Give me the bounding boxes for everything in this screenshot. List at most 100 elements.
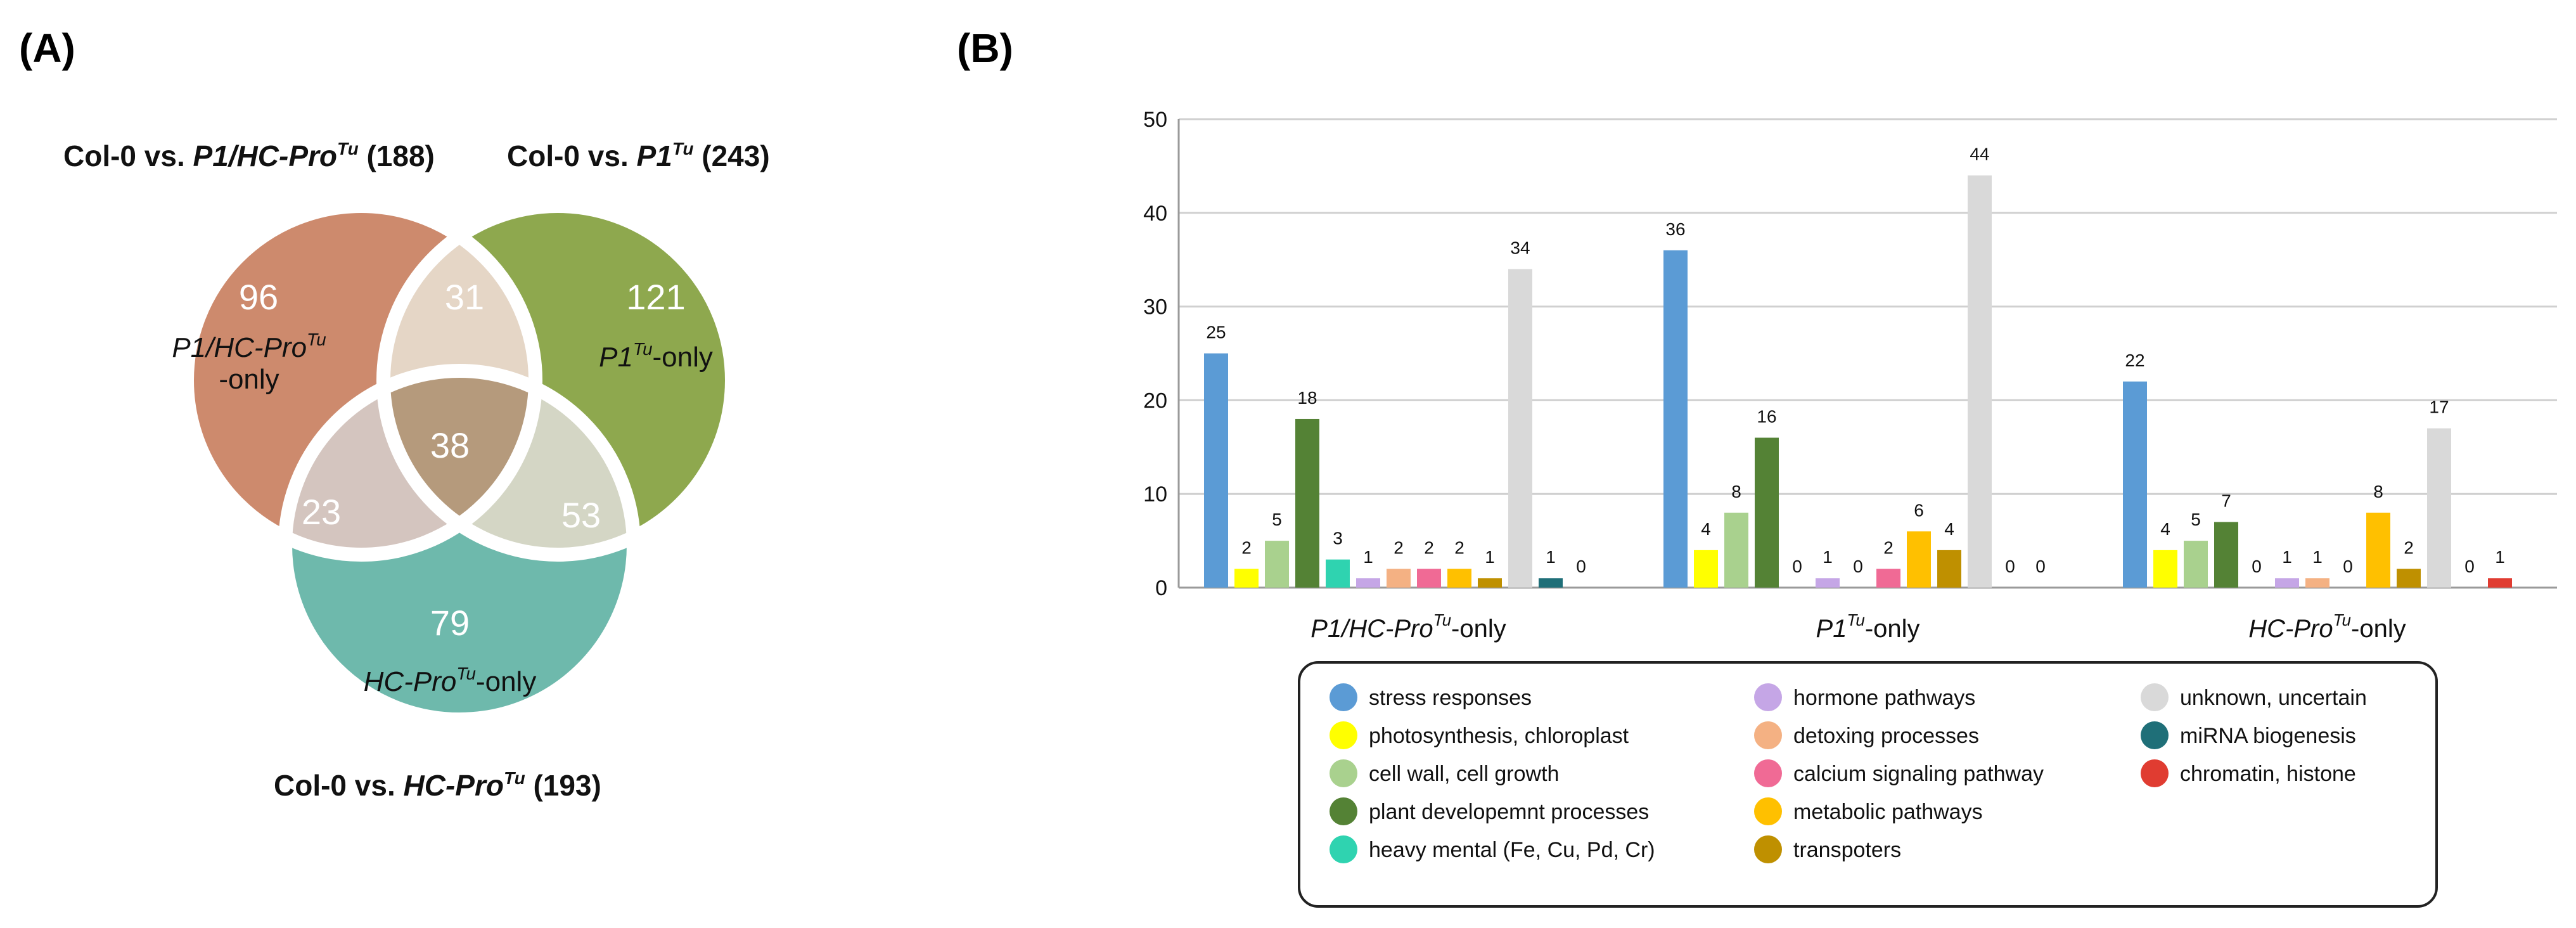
bar-data-label: 1: [2282, 547, 2292, 567]
legend-label: unknown, uncertain: [2180, 686, 2367, 710]
bar: [2123, 381, 2147, 588]
venn-label-a-only: P1/HC-ProTu: [172, 330, 326, 363]
bar: [1387, 569, 1411, 588]
bar-data-label: 44: [1970, 145, 1989, 164]
venn-set-a-title: Col-0 vs. P1/HC-ProTu (188): [63, 139, 435, 172]
venn-set-b-title: Col-0 vs. P1Tu (243): [507, 139, 770, 172]
bar-data-label: 2: [1241, 538, 1252, 557]
venn-label-c-only: HC-ProTu-only: [364, 664, 537, 697]
y-tick-label: 40: [1143, 202, 1167, 226]
bar: [2397, 569, 2421, 588]
venn-outline-b: [376, 199, 739, 562]
legend-label: chromatin, histone: [2180, 762, 2356, 786]
y-tick-label: 10: [1143, 482, 1167, 506]
legend-swatch: [1754, 683, 1782, 711]
legend-label: transpoters: [1793, 838, 1901, 862]
y-tick-label: 50: [1143, 108, 1167, 132]
bar: [1478, 578, 1502, 588]
bar: [2184, 541, 2208, 588]
bar-data-label: 2: [1424, 538, 1434, 557]
bar: [1724, 512, 1748, 588]
bar: [1816, 578, 1840, 588]
bar: [1694, 550, 1718, 588]
bar-data-label: 0: [1853, 557, 1863, 576]
y-axis-ticks: 0 10 20 30 40 50: [1143, 108, 1167, 600]
legend-swatch: [1754, 835, 1782, 863]
bar-data-label: 8: [1731, 482, 1741, 501]
y-tick-label: 0: [1155, 576, 1167, 600]
bar: [2153, 550, 2177, 588]
legend-label: heavy mental (Fe, Cu, Pd, Cr): [1369, 838, 1655, 862]
bar-data-label: 5: [1272, 510, 1282, 529]
venn-count-a-only: 96: [239, 277, 278, 317]
bar-data-label: 2: [1454, 538, 1464, 557]
bar-data-label: 1: [1546, 547, 1556, 567]
group-label: P1Tu-only: [1816, 610, 1919, 643]
bar-data-label: 0: [2035, 557, 2046, 576]
bar-data-label: 2: [1394, 538, 1404, 557]
bar: [1295, 418, 1319, 588]
bar-data-label: 0: [2252, 557, 2262, 576]
venn-diagram: Col-0 vs. P1/HC-ProTu (188) Col-0 vs. P1…: [63, 139, 770, 802]
venn-count-abc: 38: [430, 425, 470, 465]
venn-outline-c: [278, 364, 641, 726]
legend-swatch: [2141, 683, 2169, 711]
bar-data-label: 2: [1883, 538, 1894, 557]
legend-label: stress responses: [1369, 686, 1532, 710]
legend-label: photosynthesis, chloroplast: [1369, 724, 1629, 748]
bar-data-label: 4: [1701, 519, 1711, 539]
bar-data-label: 1: [1485, 547, 1495, 567]
legend-swatch: [1754, 721, 1782, 749]
bar-data-label: 1: [1823, 547, 1833, 567]
legend-swatch: [1330, 683, 1357, 711]
group-label: P1/HC-ProTu-only: [1310, 610, 1506, 643]
bar-data-label: 0: [2005, 557, 2015, 576]
legend-label: metabolic pathways: [1793, 800, 1983, 824]
bar: [1663, 250, 1688, 588]
legend-swatch: [1330, 759, 1357, 787]
bar-data-label: 2: [2404, 538, 2414, 557]
bar: [2305, 578, 2329, 588]
bar-data-label: 36: [1665, 219, 1685, 239]
legend-swatch: [1330, 721, 1357, 749]
bar: [1755, 437, 1779, 588]
bar: [2366, 512, 2390, 588]
bar-data-label: 7: [2221, 491, 2231, 511]
y-tick-label: 20: [1143, 389, 1167, 413]
bar-data-label: 8: [2373, 482, 2383, 501]
bar: [1356, 578, 1380, 588]
panel-a-label: (A): [19, 25, 75, 71]
y-tick-label: 30: [1143, 295, 1167, 319]
bar: [1204, 353, 1228, 588]
bar-data-label: 17: [2429, 397, 2449, 417]
bar-data-label: 0: [1576, 557, 1586, 576]
bar: [1326, 559, 1350, 588]
legend-swatch: [1330, 835, 1357, 863]
legend-label: plant developemnt processes: [1369, 800, 1649, 824]
bar-data-label: 18: [1297, 388, 1317, 408]
legend-swatch: [1754, 759, 1782, 787]
legend-label: miRNA biogenesis: [2180, 724, 2356, 748]
venn-label-a-only-line2: -only: [219, 364, 279, 395]
bar: [1907, 531, 1931, 588]
venn-set-c-title: Col-0 vs. HC-ProTu (193): [274, 768, 601, 802]
bar-data-label: 6: [1914, 500, 1924, 520]
venn-count-b-only: 121: [626, 277, 685, 317]
venn-count-bc: 53: [561, 495, 601, 535]
bar-data-label: 1: [1363, 547, 1373, 567]
legend: stress responses photosynthesis, chloropl…: [1330, 683, 2367, 863]
bar-data-label: 4: [2160, 519, 2170, 539]
venn-label-b-only: P1Tu-only: [599, 339, 713, 373]
legend-label: detoxing processes: [1793, 724, 1979, 748]
bar-data-label: 34: [1510, 238, 1530, 257]
bar-data-label: 0: [2343, 557, 2353, 576]
bar: [2214, 522, 2238, 588]
bar-data-label: 1: [2312, 547, 2323, 567]
group-labels: P1/HC-ProTu-only P1Tu-only HC-ProTu-only: [1310, 610, 2406, 643]
venn-count-ac: 23: [302, 492, 341, 532]
bar-data-label: 22: [2125, 351, 2144, 370]
bar: [1234, 569, 1259, 588]
